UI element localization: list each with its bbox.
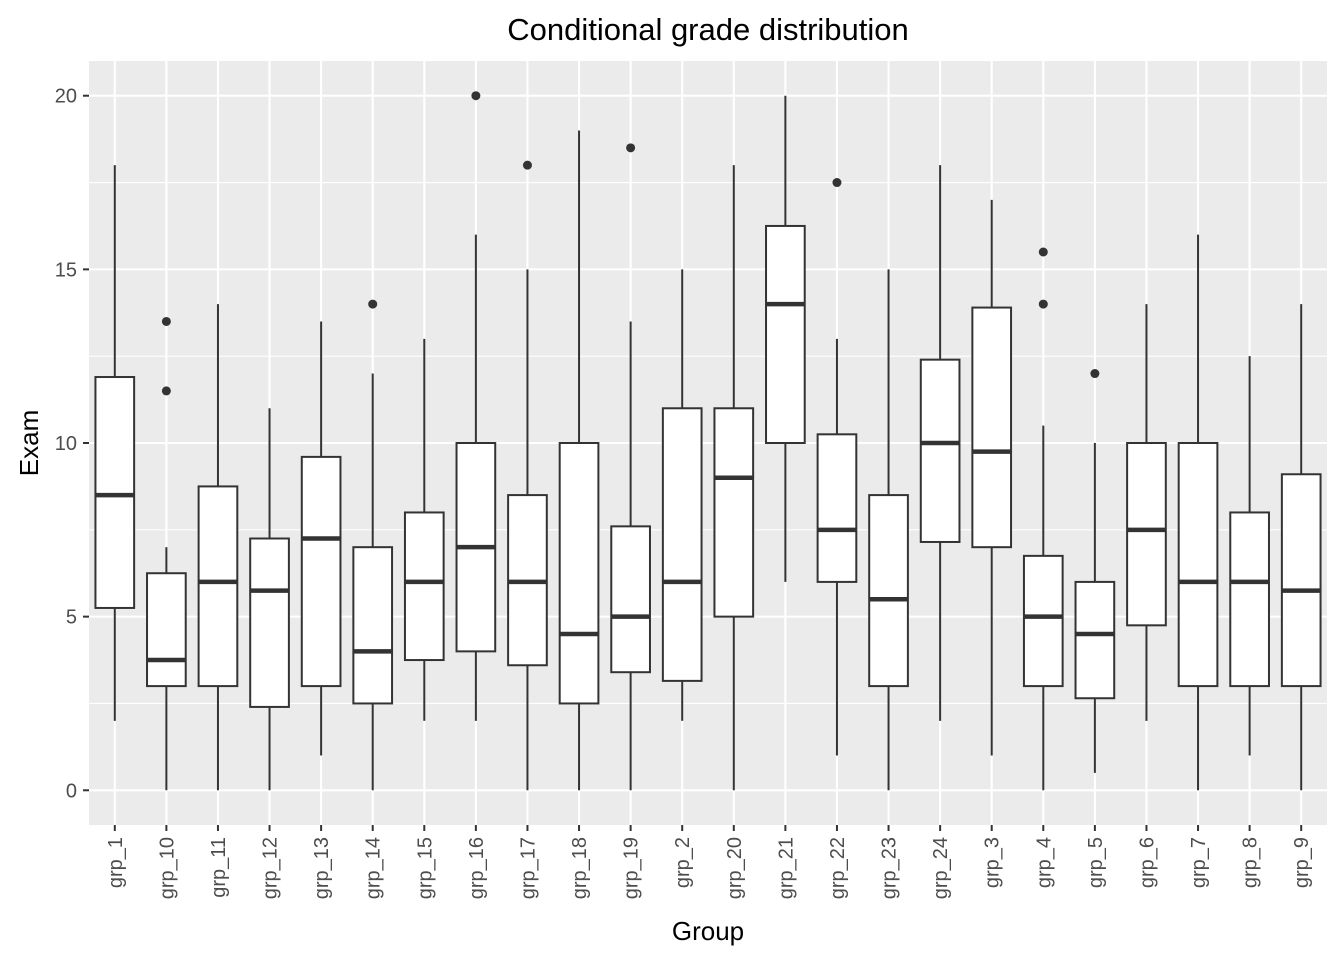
box-grp_13 [300,321,342,756]
box-grp_22 [816,178,858,756]
x-tick-label: grp_8 [1240,837,1262,888]
box-grp_24 [919,165,961,721]
box-grp_18 [558,130,600,791]
iqr-box [94,376,136,609]
iqr-box [765,224,806,444]
y-axis: 0 5 10 15 20 [55,86,89,802]
outlier-point [522,160,532,170]
box-grp_3 [971,199,1013,756]
x-tick-label: grp_18 [569,837,591,899]
box-grp_14 [352,299,394,791]
y-tick-label: 15 [55,259,77,281]
box-grp_6 [1126,304,1167,721]
y-tick-label: 0 [66,780,77,802]
x-axis: grp_1 grp_10 grp_11 grp_12 grp_13 grp_14 grp_1… [105,825,1313,899]
y-tick-label: 10 [55,433,77,455]
box-grp_7 [1177,234,1219,791]
iqr-box [1126,442,1167,627]
outlier-point [832,178,842,188]
iqr-box [868,494,909,688]
x-tick-label: grp_10 [156,837,178,899]
x-tick-label: grp_17 [517,837,539,899]
outlier-point [161,386,171,396]
box-grp_1 [94,165,136,721]
x-tick-label: grp_22 [827,837,849,899]
box-grp_4 [1022,247,1064,791]
x-tick-label: grp_12 [260,837,282,899]
x-tick-label: grp_21 [775,837,797,899]
x-tick-label: grp_5 [1085,837,1107,888]
chart-title: Conditional grade distribution [507,12,909,47]
y-tick-label: 20 [55,86,77,108]
box-grp_12 [249,408,290,791]
box-grp_20 [713,165,755,791]
x-tick-label: grp_2 [672,837,694,888]
box-grp_17 [507,160,548,791]
outlier-point [626,143,636,153]
iqr-box [816,433,858,583]
x-tick-label: grp_7 [1188,837,1210,888]
x-tick-label: grp_1 [105,837,127,888]
iqr-box [1074,580,1116,700]
x-tick-label: grp_15 [414,837,436,899]
iqr-box [713,407,755,618]
iqr-box [1280,473,1322,688]
x-tick-label: grp_14 [363,837,385,899]
x-tick-label: grp_3 [982,837,1004,888]
x-tick-label: grp_11 [208,837,230,898]
outlier-point [1038,247,1048,257]
iqr-box [1177,442,1219,688]
box-grp_15 [403,338,445,721]
box-grp_8 [1229,356,1270,756]
outlier-point [471,91,481,101]
iqr-box [249,537,290,708]
iqr-box [919,358,961,543]
iqr-box [558,442,600,705]
x-tick-label: grp_19 [621,837,643,899]
y-tick-label: 5 [66,607,77,629]
iqr-box [197,485,239,688]
x-axis-title: Group [672,916,744,946]
iqr-box [971,306,1013,549]
outlier-point [1038,299,1048,309]
box-grp_16 [455,91,497,721]
box-grp_11 [197,304,239,791]
iqr-box [146,572,187,688]
x-tick-label: grp_24 [930,837,952,899]
x-tick-label: grp_20 [724,837,746,899]
iqr-box [300,455,342,688]
box-grp_23 [868,269,909,791]
outlier-point [161,316,171,326]
x-tick-label: grp_23 [879,837,901,899]
iqr-box [352,546,394,705]
box-grp_19 [610,143,651,791]
outlier-point [1090,369,1100,379]
box-grp_5 [1074,369,1116,773]
x-tick-label: grp_13 [311,837,333,899]
iqr-box [661,407,703,682]
iqr-box [610,525,651,674]
x-tick-label: grp_6 [1136,837,1158,888]
box-grp_9 [1280,304,1322,791]
x-tick-label: grp_16 [466,837,488,899]
iqr-box [1229,511,1270,688]
x-tick-label: grp_4 [1033,837,1055,888]
outlier-point [368,299,378,309]
y-axis-title: Exam [14,410,44,476]
iqr-box [1022,554,1064,688]
box-grp_2 [661,269,703,721]
x-tick-label: grp_9 [1291,837,1313,888]
iqr-box [403,511,445,662]
box-grp_21 [765,95,806,582]
boxplot-series [94,91,1322,791]
box-grp_10 [146,316,187,791]
